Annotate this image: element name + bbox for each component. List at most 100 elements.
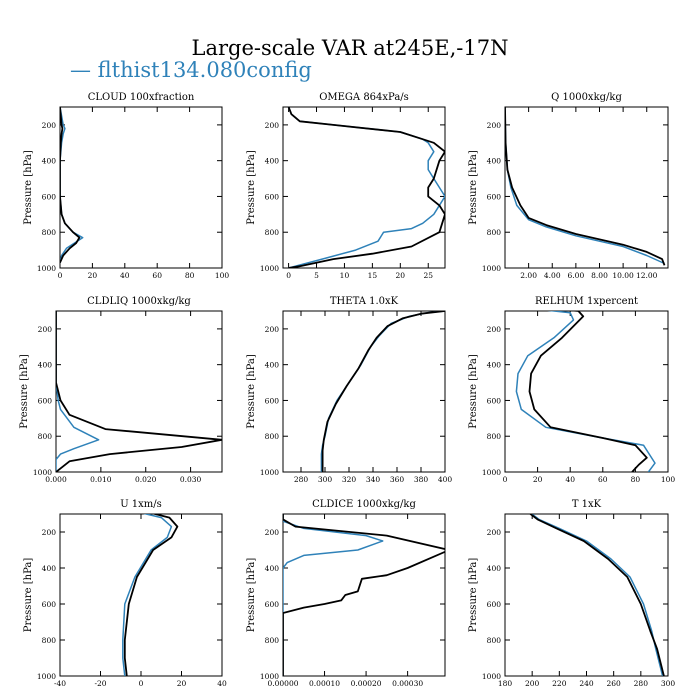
x-tick-label: 400: [438, 475, 453, 484]
y-tick-label: 800: [42, 228, 57, 237]
series-line-1: [505, 107, 665, 265]
figure-title: Large-scale VAR at245E,-17N: [191, 36, 509, 60]
x-tick-label: 360: [390, 475, 405, 484]
y-tick-label: 200: [265, 528, 280, 537]
series-line-1: [320, 311, 445, 472]
y-tick-label: 200: [265, 121, 280, 130]
x-tick-label: 40: [217, 679, 227, 688]
y-tick-label: 1000: [260, 468, 279, 477]
series-line-2: [505, 107, 666, 266]
x-tick-label: 300: [661, 679, 676, 688]
x-tick-label: -20: [94, 679, 106, 688]
x-tick-label: 0.00010: [309, 679, 340, 688]
y-tick-label: 200: [42, 121, 57, 130]
x-tick-label: 20: [533, 475, 543, 484]
y-tick-label: 200: [38, 325, 53, 334]
panel-title: CLOUD 100xfraction: [88, 92, 195, 103]
x-tick-label: 2.00: [520, 271, 537, 280]
panel-title: T 1xK: [572, 499, 602, 510]
y-tick-label: 1000: [482, 468, 501, 477]
plot-frame: [59, 513, 223, 677]
y-tick-label: 1000: [37, 264, 56, 273]
series-line-1: [530, 514, 664, 676]
x-tick-label: 25: [423, 271, 433, 280]
y-tick-label: 600: [38, 396, 53, 405]
series-line-1: [287, 107, 445, 268]
y-tick-label: 800: [38, 432, 53, 441]
y-tick-label: 600: [487, 396, 502, 405]
panel-5: THETA 1.0xK Pressure [hPa] 280 300 320 340 360…: [246, 296, 452, 484]
x-tick-label: 0: [286, 271, 291, 280]
y-tick-label: 600: [487, 192, 502, 201]
x-tick-label: 380: [414, 475, 429, 484]
panel-9: T 1xK Pressure [hPa] 180 200 220 240 260 280 300…: [468, 499, 675, 688]
x-tick-label: 0.00030: [392, 679, 423, 688]
x-tick-label: 200: [525, 679, 540, 688]
series-line-2: [528, 514, 665, 676]
x-tick-label: 100: [661, 475, 676, 484]
y-tick-label: 200: [487, 325, 502, 334]
panel-title: RELHUM 1xpercent: [535, 296, 638, 307]
y-tick-label: 400: [265, 564, 280, 573]
panel-title: OMEGA 864xPa/s: [319, 92, 409, 103]
series-line-2: [283, 514, 445, 676]
x-tick-label: 0: [503, 475, 508, 484]
x-tick-label: 220: [552, 679, 567, 688]
y-tick-label: 600: [42, 192, 57, 201]
x-tick-label: 20: [88, 271, 98, 280]
plot-frame: [59, 106, 223, 269]
y-axis-label: Pressure [hPa]: [468, 150, 479, 225]
panel-title: THETA 1.0xK: [330, 296, 399, 307]
panel-7: U 1xm/s Pressure [hPa] -40 -20 0 20 40 200 400 60…: [23, 499, 227, 688]
y-axis-label: Pressure [hPa]: [468, 558, 479, 633]
series-line-2: [287, 107, 445, 268]
panel-title: CLDICE 1000xkg/kg: [312, 499, 416, 510]
x-tick-label: 180: [498, 679, 513, 688]
x-tick-label: 80: [631, 475, 641, 484]
y-tick-label: 400: [265, 361, 280, 370]
x-tick-label: -40: [54, 679, 66, 688]
y-tick-label: 1000: [33, 468, 52, 477]
y-tick-label: 800: [265, 636, 280, 645]
x-tick-label: 280: [294, 475, 309, 484]
panel-8: CLDICE 1000xkg/kg Pressure [hPa] 0.00000 0.…: [246, 499, 446, 688]
y-axis-label: Pressure [hPa]: [468, 354, 479, 429]
y-axis-label: Pressure [hPa]: [23, 150, 34, 225]
y-axis-label: Pressure [hPa]: [19, 354, 30, 429]
y-axis-label: Pressure [hPa]: [23, 558, 34, 633]
series-line-2: [528, 311, 648, 472]
panel-1: CLOUD 100xfraction Pressure [hPa] 0 20 40 60 8…: [23, 92, 229, 280]
y-tick-label: 800: [487, 228, 502, 237]
panel-3: Q 1000xkg/kg Pressure [hPa] 2.00 4.00 6.00 8.…: [468, 92, 669, 280]
y-tick-label: 1000: [482, 672, 501, 681]
y-tick-label: 1000: [260, 672, 279, 681]
y-tick-label: 400: [487, 361, 502, 370]
x-tick-label: 15: [368, 271, 378, 280]
x-tick-label: 60: [152, 271, 162, 280]
y-tick-label: 800: [42, 636, 57, 645]
y-tick-label: 200: [487, 121, 502, 130]
x-tick-label: 4.00: [544, 271, 561, 280]
panel-4: CLDLIQ 1000xkg/kg Pressure [hPa] 0.000 0.01…: [19, 296, 223, 484]
panel-title: CLDLIQ 1000xkg/kg: [87, 296, 191, 307]
panel-title: U 1xm/s: [120, 499, 162, 510]
panel-2: OMEGA 864xPa/s Pressure [hPa] 0 5 10 15 20 25 20…: [246, 92, 446, 280]
series-line-1: [56, 311, 100, 472]
x-tick-label: 80: [185, 271, 195, 280]
panel-title: Q 1000xkg/kg: [551, 92, 622, 103]
x-tick-label: 100: [215, 271, 230, 280]
plot-frame: [504, 310, 669, 473]
y-tick-label: 200: [265, 325, 280, 334]
x-tick-label: 10.00: [612, 271, 634, 280]
x-tick-label: 0.00020: [351, 679, 382, 688]
series-line-1: [122, 514, 173, 676]
y-tick-label: 400: [42, 157, 57, 166]
panel-6: RELHUM 1xpercent Pressure [hPa] 0 20 40 60 80 1…: [468, 296, 675, 484]
y-axis-label: Pressure [hPa]: [246, 150, 257, 225]
y-tick-label: 1000: [482, 264, 501, 273]
y-tick-label: 400: [265, 157, 280, 166]
x-tick-label: 10: [340, 271, 350, 280]
x-tick-label: 0.020: [135, 475, 157, 484]
